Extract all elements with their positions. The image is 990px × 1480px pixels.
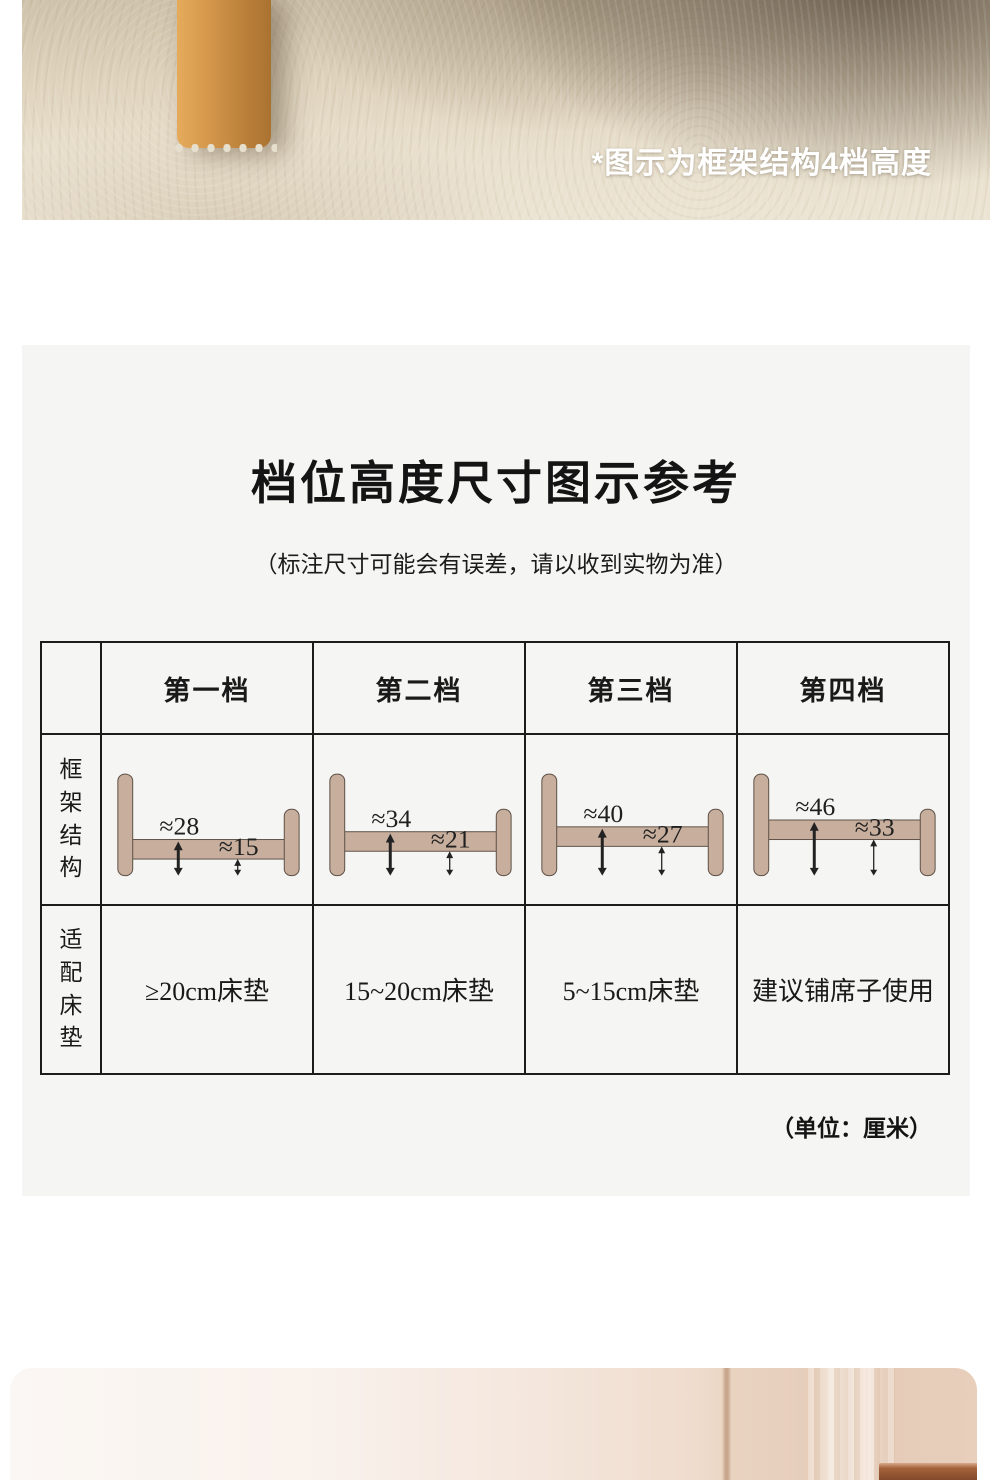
dimension-label-platform: ≈15 (219, 832, 259, 861)
spec-table: 第一档 第二档 第三档 第四档 框架结构 (40, 641, 950, 1075)
bed-frame-diagram-gear2: ≈34 ≈21 (329, 773, 512, 876)
dimension-label-total: ≈46 (795, 792, 835, 821)
dimension-label-total: ≈40 (583, 799, 623, 828)
row-header-mattress: 适配床垫 (40, 904, 102, 1075)
corner-cell (40, 641, 102, 735)
column-header-gear4: 第四档 (736, 641, 950, 735)
wood-furniture-leg (171, 0, 277, 155)
bed-frame-diagram-gear3: ≈40 ≈27 (541, 773, 724, 876)
table-cell-mattress-gear2: 15~20cm床垫 (312, 904, 526, 1075)
hero-photo: *图示为框架结构4档高度 (22, 0, 990, 220)
column-header-gear1: 第一档 (100, 641, 314, 735)
table-cell-diagram-gear3: ≈40 ≈27 (524, 733, 738, 906)
wood-bedframe-edge (879, 1463, 977, 1480)
dimension-label-platform: ≈33 (855, 812, 895, 841)
table-cell-diagram-gear1: ≈28 ≈15 (100, 733, 314, 906)
mattress-row: 适配床垫 ≥20cm床垫 15~20cm床垫 5~15cm床垫 建议铺席子使用 (40, 904, 950, 1075)
frame-structure-row: 框架结构 ≈28 ≈15 (40, 733, 950, 906)
table-cell-diagram-gear4: ≈46 ≈33 (736, 733, 950, 906)
hero-caption: *图示为框架结构4档高度 (591, 147, 932, 180)
dimension-label-platform: ≈27 (643, 819, 683, 848)
bed-frame-diagram-gear4: ≈46 ≈33 (753, 773, 936, 876)
column-header-gear2: 第二档 (312, 641, 526, 735)
unit-note: （单位：厘米） (771, 1116, 932, 1141)
table-cell-mattress-gear1: ≥20cm床垫 (100, 904, 314, 1075)
page-subtitle: （标注尺寸可能会有误差，请以收到实物为准） (254, 552, 738, 577)
carpet-texture (22, 0, 990, 220)
dimension-label-platform: ≈21 (431, 824, 471, 853)
table-header-row: 第一档 第二档 第三档 第四档 (40, 641, 950, 735)
row-header-frame: 框架结构 (40, 733, 102, 906)
table-cell-mattress-gear3: 5~15cm床垫 (524, 904, 738, 1075)
column-header-gear3: 第三档 (524, 641, 738, 735)
curtain-folds (807, 1368, 895, 1480)
dimension-label-total: ≈34 (371, 804, 411, 833)
dimension-label-total: ≈28 (159, 811, 199, 840)
bottom-room-photo (10, 1368, 977, 1480)
page-title: 档位高度尺寸图示参考 (251, 458, 741, 509)
bed-frame-diagram-gear1: ≈28 ≈15 (117, 773, 300, 876)
table-cell-mattress-gear4: 建议铺席子使用 (736, 904, 950, 1075)
table-cell-diagram-gear2: ≈34 ≈21 (312, 733, 526, 906)
spec-card: 档位高度尺寸图示参考 （标注尺寸可能会有误差，请以收到实物为准） 第一档 第二档… (22, 345, 970, 1196)
